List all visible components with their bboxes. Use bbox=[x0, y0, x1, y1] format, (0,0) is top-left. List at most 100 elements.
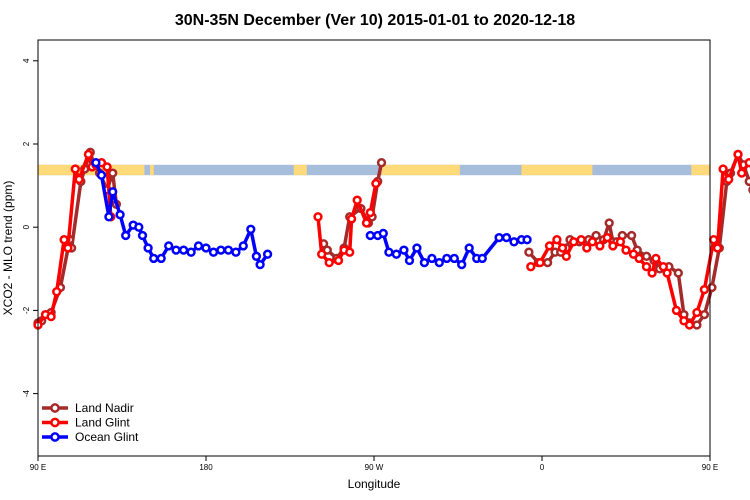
ocean-glint-point bbox=[238, 241, 248, 251]
land-glint-point bbox=[615, 237, 626, 247]
ocean-glint-point bbox=[255, 259, 265, 270]
land-glint-point bbox=[526, 262, 536, 272]
y-axis-label: XCO2 - MLO trend (ppm) bbox=[1, 181, 15, 316]
ocean-glint-point bbox=[246, 224, 256, 234]
land-glint-point bbox=[595, 241, 605, 251]
ocean-glint-point bbox=[457, 259, 467, 270]
land-glint-point bbox=[74, 174, 84, 185]
land-glint-point bbox=[535, 257, 545, 268]
y-tick-label: -4 bbox=[22, 389, 31, 397]
land-glint-point bbox=[602, 232, 612, 243]
x-axis: 90 E 180 90 W 0 90 E bbox=[30, 456, 718, 472]
land-glint-point bbox=[662, 268, 672, 278]
land-band-segment-2 bbox=[293, 164, 307, 176]
ocean-glint-point bbox=[384, 247, 394, 257]
legend-item-ocean-glint: Ocean Glint bbox=[42, 430, 139, 444]
ocean-glint-point bbox=[404, 255, 415, 266]
ocean-glint-point bbox=[96, 170, 107, 180]
legend-label: Ocean Glint bbox=[75, 430, 139, 444]
legend-item-land-glint: Land Glint bbox=[42, 416, 130, 430]
ocean-glint-point bbox=[164, 241, 174, 251]
land-glint-point bbox=[317, 249, 327, 259]
land-nadir-point bbox=[604, 218, 614, 228]
ocean-glint-point bbox=[501, 232, 512, 243]
ocean-glint-point bbox=[251, 251, 262, 261]
land-glint-point bbox=[552, 235, 562, 245]
ocean-glint-point bbox=[134, 222, 144, 232]
ocean-glint-point bbox=[149, 253, 159, 264]
land-nadir-point bbox=[591, 230, 601, 241]
land-glint-point bbox=[70, 164, 80, 174]
ocean-glint-point bbox=[115, 210, 125, 220]
land-glint-point bbox=[712, 243, 723, 253]
legend-swatch-point bbox=[50, 432, 60, 442]
ocean-glint-point bbox=[137, 230, 148, 241]
land-nadir-point bbox=[542, 257, 553, 268]
land-glint-point bbox=[333, 255, 344, 266]
land-glint-point bbox=[724, 174, 734, 185]
legend-label: Land Glint bbox=[75, 416, 130, 430]
ocean-glint-point bbox=[378, 228, 388, 239]
land-glint-point bbox=[561, 251, 571, 261]
land-glint-point bbox=[365, 207, 375, 218]
ocean-glint-point bbox=[509, 237, 519, 247]
ocean-glint-point bbox=[442, 253, 452, 264]
land-glint-point bbox=[557, 243, 568, 253]
land-glint-point bbox=[346, 214, 357, 224]
ocean-glint-point bbox=[223, 245, 234, 255]
series-land-glint bbox=[33, 149, 750, 330]
ocean-glint-point bbox=[108, 187, 118, 197]
legend-swatch-point bbox=[50, 403, 60, 413]
land-glint-point bbox=[324, 257, 334, 268]
land-glint-point bbox=[313, 212, 323, 222]
y-tick-label: 2 bbox=[22, 141, 31, 146]
ocean-glint-point bbox=[449, 253, 459, 264]
ocean-glint-point bbox=[522, 235, 532, 245]
land-glint-point bbox=[102, 162, 112, 172]
x-tick-label: 90 W bbox=[365, 463, 384, 472]
land-glint-point bbox=[569, 237, 579, 247]
ocean-glint-point bbox=[171, 245, 181, 255]
x-tick-label: 180 bbox=[199, 463, 213, 472]
ocean-glint-point bbox=[143, 243, 153, 253]
ocean-band bbox=[38, 164, 710, 176]
ocean-glint-point bbox=[391, 249, 402, 259]
ocean-glint-point bbox=[121, 230, 131, 241]
ocean-glint-point bbox=[427, 253, 437, 264]
land-glint-point bbox=[608, 241, 618, 251]
land-band-segment-4 bbox=[521, 164, 593, 176]
land-glint-point bbox=[352, 195, 362, 205]
ocean-glint-point bbox=[262, 249, 273, 259]
legend-label: Land Nadir bbox=[75, 401, 134, 415]
land-nadir-point bbox=[699, 309, 710, 320]
land-band-segment-5 bbox=[691, 164, 710, 176]
series-ocean-glint bbox=[91, 158, 532, 270]
land-glint-point bbox=[587, 237, 598, 247]
land-glint-point bbox=[345, 247, 355, 257]
chart-title: 30N-35N December (Ver 10) 2015-01-01 to … bbox=[175, 12, 575, 29]
ocean-glint-point bbox=[201, 243, 211, 253]
land-glint-point bbox=[576, 235, 586, 245]
land-glint-point bbox=[83, 149, 94, 160]
land-glint-point bbox=[361, 218, 372, 228]
land-glint-point bbox=[641, 262, 652, 272]
land-nadir-point bbox=[692, 320, 702, 330]
land-nadir-point bbox=[108, 168, 118, 178]
land-glint-point bbox=[634, 253, 644, 264]
land-glint-point bbox=[718, 164, 728, 174]
ocean-glint-point bbox=[208, 247, 219, 257]
land-nadir-point bbox=[376, 158, 387, 168]
legend-item-land-nadir: Land Nadir bbox=[42, 401, 134, 415]
land-glint-point bbox=[651, 253, 661, 264]
land-glint-point bbox=[46, 311, 56, 322]
land-glint-point bbox=[733, 149, 743, 160]
land-glint-point bbox=[709, 235, 719, 245]
land-glint-point bbox=[699, 284, 710, 295]
x-tick-label: 90 E bbox=[702, 463, 718, 472]
land-glint-point bbox=[684, 320, 695, 330]
land-nadir-point bbox=[524, 247, 534, 257]
ocean-glint-point bbox=[91, 158, 101, 168]
ocean-glint-point bbox=[231, 247, 241, 257]
land-glint-point bbox=[582, 243, 592, 253]
